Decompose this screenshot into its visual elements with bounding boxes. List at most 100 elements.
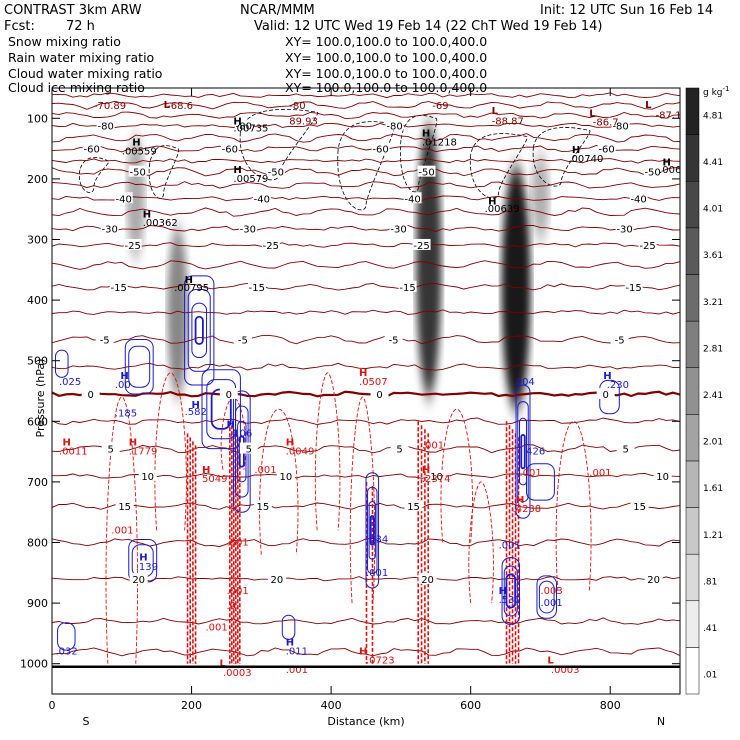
cloud-water-contour-2-2 bbox=[191, 302, 208, 359]
y-tick-label-1: 200 bbox=[27, 173, 48, 186]
extremum-label-24: H bbox=[139, 553, 147, 564]
y-tick-label-9: 1000 bbox=[20, 658, 48, 671]
isotherm-label-0-0: 0 bbox=[87, 390, 93, 401]
isotherm-label-9-0: -40 bbox=[116, 194, 132, 205]
colorbar-tick-5: 2.01 bbox=[703, 438, 723, 448]
colorbar-swatch-6 bbox=[685, 367, 700, 415]
extremum-label-10: H bbox=[488, 196, 496, 207]
value-label-20: .582 bbox=[185, 407, 207, 418]
isotherm-label-15-3: -80 bbox=[612, 122, 628, 133]
isotherm-label-13-2: -60 bbox=[372, 145, 388, 156]
cloud-water-contour-7-1 bbox=[517, 401, 529, 503]
y-axis-label: Pressure (hPa) bbox=[34, 359, 47, 438]
isotherm-19 bbox=[52, 417, 680, 425]
colorbar-swatch-8 bbox=[685, 274, 700, 322]
colorbar-unit-base: g kg bbox=[703, 88, 723, 98]
extremum-label-8: H bbox=[663, 158, 671, 169]
value-label-24: .230 bbox=[607, 380, 629, 391]
colorbar-swatch-0 bbox=[685, 647, 700, 695]
isotherm-label-13-3: -60 bbox=[598, 145, 614, 156]
colorbar-swatch-12 bbox=[685, 87, 700, 135]
extremum-label-21: H bbox=[422, 465, 430, 476]
north-label: N bbox=[657, 715, 665, 728]
y-tick-label-7: 800 bbox=[27, 537, 48, 550]
extremum-label-27: H bbox=[359, 647, 367, 658]
value-label-1: -68.6 bbox=[167, 101, 193, 112]
isotherm-label-bg-2-1 bbox=[233, 333, 252, 345]
value-label-39: .001 bbox=[499, 541, 521, 552]
colorbar-tick-3: 1.21 bbox=[703, 531, 723, 541]
cloud-water-contour-6-2 bbox=[368, 501, 376, 560]
isotherm-label-bg-9-0 bbox=[114, 192, 133, 204]
value-label-47: .001 bbox=[206, 622, 228, 633]
value-label-15: .00362 bbox=[143, 218, 178, 229]
value-label-21: .106 bbox=[230, 428, 252, 439]
isotherm-17 bbox=[52, 100, 680, 110]
isotherm-label-bg-22-1 bbox=[253, 500, 272, 512]
isotherm-11 bbox=[52, 167, 680, 177]
isotherm-label-bg-22-2 bbox=[404, 500, 423, 512]
value-label-48: .032 bbox=[55, 647, 77, 658]
value-label-37: .534 bbox=[366, 535, 388, 546]
colorbar-tick-2: .81 bbox=[703, 577, 717, 587]
isotherm-label-bg-13-3 bbox=[597, 142, 616, 154]
cloud-water-contour-7-2 bbox=[519, 417, 527, 486]
isotherm-14 bbox=[52, 133, 680, 143]
extremum-label-14: H bbox=[359, 368, 367, 379]
extremum-label-6: H bbox=[422, 128, 430, 139]
ice-contour-0 bbox=[78, 157, 110, 193]
colorbar-tick-11: 4.41 bbox=[703, 158, 723, 168]
isotherm-label-22-0: 15 bbox=[118, 502, 131, 513]
rain-contour-0 bbox=[105, 396, 138, 664]
init-time: Init: 12 UTC Sun 16 Feb 14 bbox=[540, 3, 713, 18]
isotherm-label-9-1: -40 bbox=[254, 194, 270, 205]
isotherm-label-bg-6-2 bbox=[412, 238, 431, 250]
isotherm-label-bg-4-3 bbox=[624, 280, 643, 292]
x-tick-label-0: 0 bbox=[49, 699, 56, 712]
isotherm-label-21-0: 10 bbox=[141, 472, 154, 483]
value-label-46: .0 bbox=[226, 601, 236, 612]
cloud-water-contour-8-0 bbox=[525, 463, 555, 501]
isotherm-label-21-3: 10 bbox=[656, 472, 669, 483]
colorbar-swatch-4 bbox=[685, 460, 700, 508]
value-label-52: .001 bbox=[286, 665, 308, 676]
value-label-50: .0723 bbox=[366, 656, 395, 667]
field-xy-cloud-water: XY= 100.0,100.0 to 100.0,400.0 bbox=[285, 66, 487, 81]
value-label-53: .0003 bbox=[551, 665, 580, 676]
field-xy-snow: XY= 100.0,100.0 to 100.0,400.0 bbox=[285, 34, 487, 49]
value-label-5: -88.87 bbox=[492, 116, 524, 127]
colorbar-swatch-1 bbox=[685, 600, 700, 648]
value-label-26: .1779 bbox=[129, 447, 158, 458]
plot-frame bbox=[51, 87, 681, 695]
isotherm-label-11-3: -50 bbox=[644, 168, 660, 179]
isotherm-label-0-2: 0 bbox=[376, 390, 382, 401]
isotherm-label-21-1: 10 bbox=[279, 472, 292, 483]
isotherm-label-bg-0-3 bbox=[596, 388, 615, 400]
isotherm-4 bbox=[52, 282, 680, 291]
value-label-44: .001 bbox=[540, 598, 562, 609]
cloud-water-contour-0-0 bbox=[54, 349, 69, 378]
value-label-28: .001 bbox=[422, 441, 444, 452]
snow-plume-1 bbox=[167, 227, 189, 398]
isotherm-label-4-2: -15 bbox=[399, 283, 415, 294]
extremum-label-7: H bbox=[572, 145, 580, 156]
colorbar-swatch-9 bbox=[685, 227, 700, 275]
ice-contour-3 bbox=[337, 121, 395, 211]
isotherm-20 bbox=[52, 444, 680, 454]
isotherm-label-bg-0-0 bbox=[81, 388, 100, 400]
y-tick-label-8: 900 bbox=[27, 597, 48, 610]
isotherm-label-bg-9-2 bbox=[403, 192, 422, 204]
isotherm-label-7-2: -30 bbox=[390, 225, 406, 236]
isotherm-label-4-3: -15 bbox=[625, 283, 641, 294]
isotherm-label-bg-20-2 bbox=[390, 442, 409, 454]
isotherm-label-22-1: 15 bbox=[256, 502, 269, 513]
isotherm-label-bg-24-3 bbox=[644, 572, 663, 584]
isotherm-label-2-1: -5 bbox=[238, 335, 248, 346]
value-label-32: .2374 bbox=[422, 474, 451, 485]
isotherm-16 bbox=[52, 111, 680, 120]
isotherm-label-bg-2-3 bbox=[610, 333, 629, 345]
value-label-34: .001 bbox=[589, 468, 611, 479]
colorbar-tick-10: 4.01 bbox=[703, 205, 723, 215]
colorbar: .01 .41 .81 1.21 1.61 2.01 2.41 2.81 3.21 3.61 4.0… bbox=[685, 87, 723, 695]
